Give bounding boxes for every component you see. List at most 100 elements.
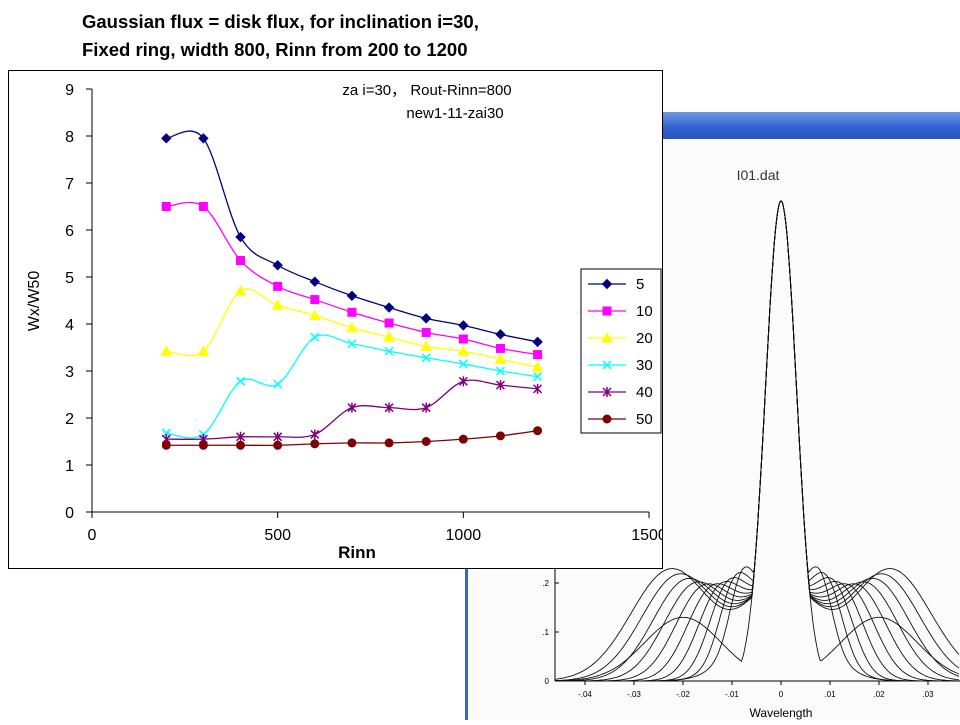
data-point xyxy=(384,438,394,448)
data-point xyxy=(346,321,358,333)
data-point xyxy=(198,202,208,211)
data-point xyxy=(310,295,320,305)
legend-item: 20 xyxy=(588,330,653,347)
series-40 xyxy=(161,376,543,445)
y-tick-label: 6 xyxy=(65,223,74,240)
series-10 xyxy=(161,201,543,360)
data-point xyxy=(421,327,431,337)
background-plot-title: I01.dat xyxy=(737,167,780,183)
data-point xyxy=(161,440,171,450)
slide-title: Gaussian flux = disk flux, for inclinati… xyxy=(82,8,479,64)
data-point xyxy=(346,290,358,302)
data-point xyxy=(197,345,210,356)
background-x-tick-label: -.03 xyxy=(627,690,641,699)
y-tick-label: 2 xyxy=(65,411,74,428)
slide-title-line2: Fixed ring, width 800, Rinn from 200 to … xyxy=(82,39,468,60)
y-tick-label: 4 xyxy=(65,317,74,334)
legend-item: 10 xyxy=(588,303,653,320)
data-point xyxy=(495,329,506,340)
legend-marker xyxy=(601,331,613,343)
background-ticks: -.04 -.03 -.02 -.01 0 .01 .02 .03 .2 .1 0 xyxy=(542,579,934,699)
data-point xyxy=(273,431,283,442)
background-x-tick-label: 0 xyxy=(779,690,784,699)
data-point xyxy=(384,346,394,356)
data-point xyxy=(533,426,543,436)
legend-items: 5 10 20 30 40 50 xyxy=(588,276,653,428)
data-point xyxy=(308,309,321,321)
data-point xyxy=(383,331,395,342)
data-point xyxy=(198,440,208,450)
data-point xyxy=(495,366,505,376)
data-point xyxy=(384,318,394,328)
data-point xyxy=(532,336,543,348)
data-point xyxy=(161,202,171,211)
data-point xyxy=(420,313,432,324)
data-point xyxy=(347,402,357,413)
background-x-tick-label: .02 xyxy=(873,690,885,699)
data-point xyxy=(421,437,431,446)
y-tick-label: 9 xyxy=(65,82,74,99)
data-point xyxy=(309,276,321,287)
data-point xyxy=(347,339,357,349)
data-point xyxy=(273,440,283,450)
y-tick-label: 5 xyxy=(65,270,74,287)
series-30 xyxy=(161,332,543,439)
data-point xyxy=(533,372,543,382)
data-point xyxy=(310,429,320,440)
data-point xyxy=(235,231,246,243)
data-point xyxy=(458,359,468,369)
x-tick-label: 1000 xyxy=(446,527,482,544)
background-y-tick-label: .1 xyxy=(542,628,549,637)
data-point xyxy=(347,438,357,448)
data-point xyxy=(236,256,246,266)
data-point xyxy=(271,299,284,310)
legend-item: 40 xyxy=(588,384,653,401)
legend-label: 40 xyxy=(636,384,653,401)
data-point xyxy=(495,431,505,441)
data-point xyxy=(160,345,173,356)
y-tick-label: 0 xyxy=(65,505,74,522)
data-point xyxy=(384,402,394,413)
legend xyxy=(580,268,662,434)
y-tick-label: 8 xyxy=(65,129,74,146)
data-point xyxy=(458,376,468,387)
data-point xyxy=(273,379,283,389)
legend-item: 30 xyxy=(588,357,653,374)
data-point xyxy=(421,402,431,413)
x-tick-label: 1500 xyxy=(631,527,662,544)
legend-item: 5 xyxy=(588,276,644,293)
chart-annotation-2: new1-11-zai30 xyxy=(406,105,503,122)
y-tick-label: 1 xyxy=(65,458,74,475)
background-x-tick-label: -.01 xyxy=(725,690,739,699)
series-line xyxy=(166,334,538,439)
background-curves xyxy=(555,200,960,682)
x-axis-label: Rinn xyxy=(338,543,376,562)
data-point xyxy=(234,285,247,296)
data-point xyxy=(161,133,172,144)
background-x-tick-label: .03 xyxy=(922,690,934,699)
background-x-tick-label: -.04 xyxy=(578,690,592,699)
background-x-tick-label: .01 xyxy=(824,690,836,699)
data-point xyxy=(273,281,283,291)
legend-label: 10 xyxy=(636,303,653,320)
y-tick-label: 7 xyxy=(65,176,74,193)
data-point xyxy=(347,307,357,317)
legend-label: 5 xyxy=(636,276,644,293)
background-curve xyxy=(555,200,960,682)
x-tick-label: 500 xyxy=(264,527,291,544)
legend-marker xyxy=(602,360,612,370)
chart-annotation-1: za i=30， Rout-Rinn=800 xyxy=(342,82,511,99)
data-point xyxy=(421,353,431,363)
main-chart-svg: za i=30， Rout-Rinn=800 new1-11-zai30 0 1 2… xyxy=(26,82,667,562)
data-point xyxy=(198,133,209,144)
y-tick-label: 3 xyxy=(65,364,74,381)
data-point xyxy=(458,334,468,344)
background-x-label: Wavelength xyxy=(750,706,813,720)
data-point xyxy=(310,332,320,342)
data-point xyxy=(310,439,320,449)
series-5 xyxy=(161,130,543,348)
y-axis-label: Wx/W50 xyxy=(26,271,43,332)
background-x-tick-label: -.02 xyxy=(676,690,690,699)
data-point xyxy=(494,353,507,364)
legend-label: 50 xyxy=(636,411,653,428)
